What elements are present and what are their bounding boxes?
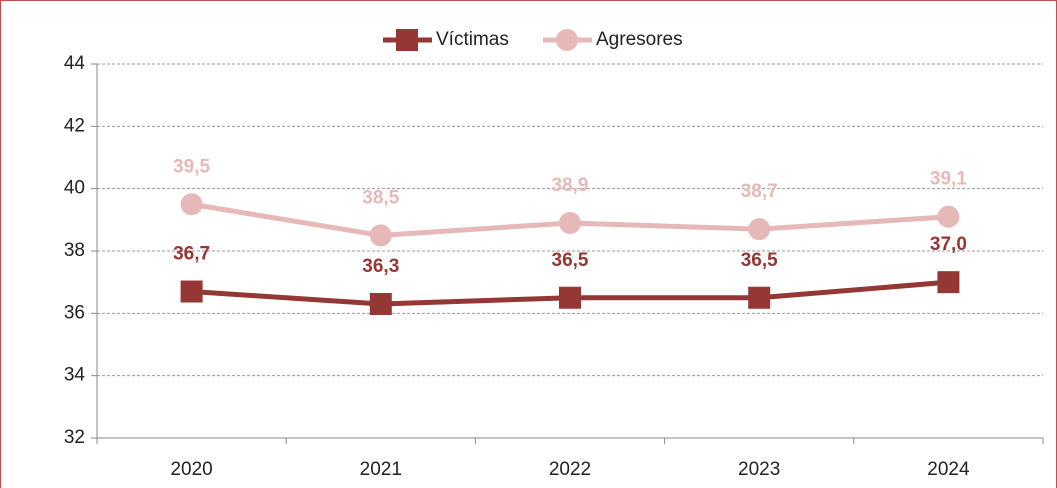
data-label: 36,3 — [362, 256, 399, 277]
point — [369, 292, 392, 315]
data-label: 37,0 — [930, 234, 967, 255]
legend-label: Víctimas — [436, 29, 509, 50]
y-tick-label: 32 — [64, 427, 85, 448]
x-tick-label: 2020 — [170, 459, 212, 480]
data-label: 36,7 — [173, 244, 210, 265]
data-label: 39,5 — [173, 156, 210, 177]
legend-marker — [396, 29, 418, 51]
data-label: 38,5 — [362, 187, 399, 208]
point — [748, 218, 771, 241]
legend-label: Agresores — [596, 29, 683, 50]
y-tick-label: 34 — [64, 365, 86, 386]
point — [369, 224, 392, 247]
data-label: 36,5 — [552, 250, 589, 271]
y-tick-label: 44 — [64, 53, 86, 74]
y-tick-label: 36 — [64, 302, 85, 323]
legend-marker — [556, 29, 578, 51]
y-tick-label: 42 — [64, 115, 85, 136]
point — [559, 211, 581, 234]
point — [559, 286, 581, 309]
point — [937, 271, 960, 294]
x-tick-label: 2023 — [738, 459, 780, 480]
point — [180, 280, 203, 303]
point — [180, 193, 203, 216]
x-tick-label: 2021 — [360, 459, 402, 480]
point — [748, 286, 771, 309]
x-tick-label: 2024 — [927, 459, 970, 480]
data-label: 38,7 — [741, 181, 778, 202]
y-tick-label: 40 — [64, 178, 85, 199]
data-label: 36,5 — [741, 250, 778, 271]
y-tick-label: 38 — [64, 240, 85, 261]
data-label: 39,1 — [930, 169, 967, 190]
point — [937, 205, 960, 228]
x-tick-label: 2022 — [549, 459, 591, 480]
data-label: 38,9 — [552, 175, 589, 196]
